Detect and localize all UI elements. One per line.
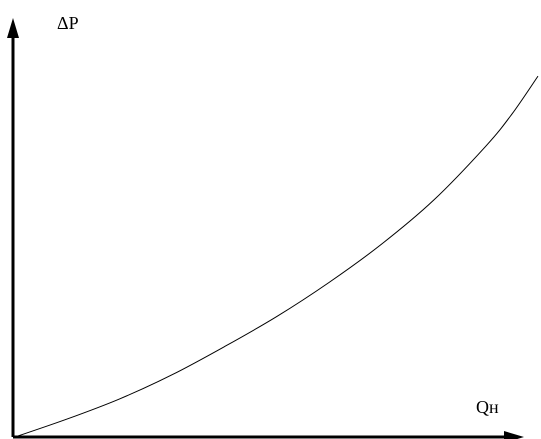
x-axis-label: Qн [476,398,499,416]
y-axis-label: ΔP [57,14,79,32]
x-axis-arrow [504,431,524,439]
pressure-drop-curve [15,76,538,437]
y-axis-arrow [7,18,19,38]
